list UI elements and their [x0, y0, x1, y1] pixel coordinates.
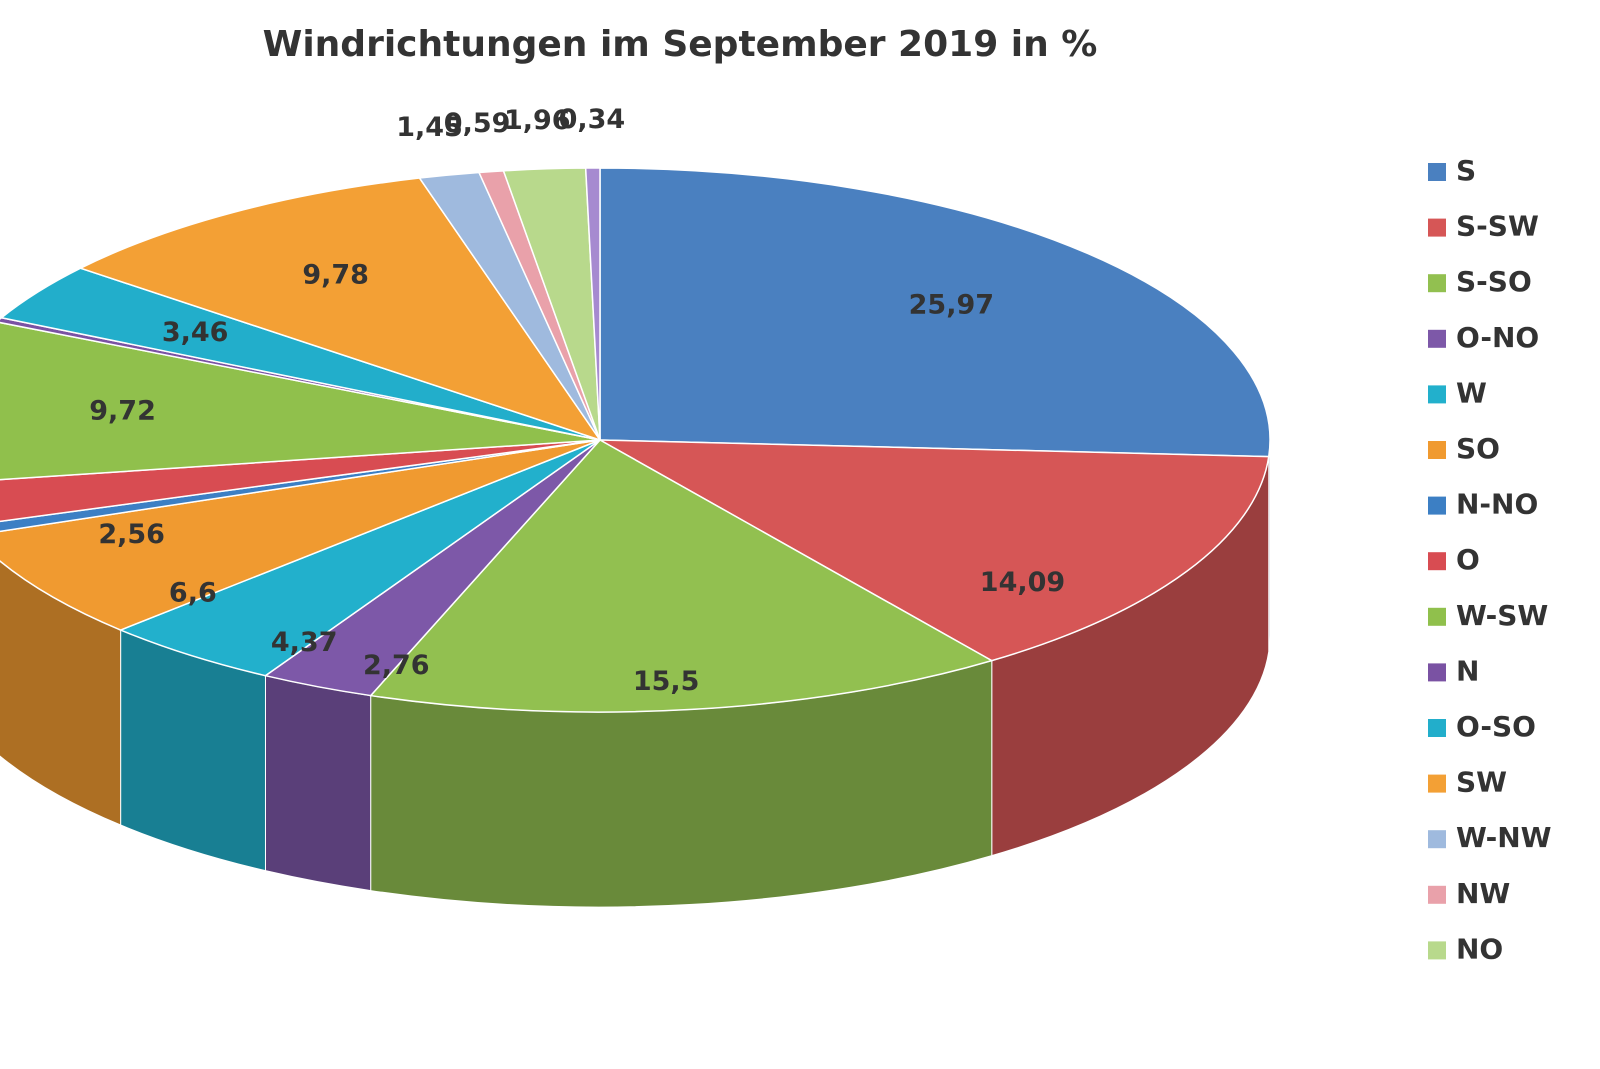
data-label: 1,96	[504, 105, 571, 136]
legend-label: O	[1456, 543, 1480, 576]
legend-swatch	[1428, 274, 1446, 293]
legend-label: W-NW	[1456, 821, 1552, 854]
legend-label: N-NO	[1456, 488, 1538, 521]
slice	[0, 321, 601, 481]
data-label: 25,97	[909, 289, 994, 320]
data-label: 9,78	[302, 260, 369, 291]
slice	[584, 167, 601, 441]
slice	[0, 439, 601, 533]
legend-label: S-SO	[1456, 265, 1532, 298]
data-label: 0,34	[559, 104, 626, 135]
slice	[369, 439, 994, 713]
legend-swatch	[1428, 385, 1446, 404]
legend-label: NO	[1456, 932, 1503, 965]
legend-label: W-SW	[1456, 599, 1548, 632]
legend-swatch	[1428, 830, 1446, 849]
chart-title: Windrichtungen im September 2019 in %	[263, 24, 1098, 65]
data-label: 6,6	[169, 577, 217, 608]
slice	[0, 439, 601, 523]
legend-label: S	[1456, 154, 1476, 187]
legend-label: NW	[1456, 877, 1510, 910]
legend-label: S-SW	[1456, 210, 1539, 243]
data-label: 3,46	[162, 317, 229, 348]
data-label: 4,37	[271, 627, 338, 658]
legend-swatch	[1428, 663, 1446, 682]
legend-label: SO	[1456, 432, 1500, 465]
legend-swatch	[1428, 719, 1446, 737]
legend-label: O-NO	[1456, 321, 1539, 354]
legend-label: SW	[1456, 766, 1507, 799]
data-label: 1,45	[396, 112, 463, 143]
legend-swatch	[1428, 163, 1446, 181]
legend-swatch	[1428, 885, 1446, 904]
legend-swatch	[1428, 774, 1446, 793]
slice	[0, 439, 601, 631]
legend-swatch	[1428, 496, 1446, 515]
data-label: 14,09	[980, 567, 1065, 598]
slice	[599, 439, 1270, 662]
data-label: 15,5	[633, 666, 700, 697]
slice	[118, 439, 601, 677]
legend-swatch	[1428, 441, 1446, 459]
legend-label: W	[1456, 376, 1487, 409]
legend-swatch	[1428, 218, 1446, 237]
slice-side	[264, 675, 372, 892]
legend-swatch	[1428, 607, 1446, 626]
legend-label: N	[1456, 654, 1479, 687]
data-label: 9,72	[89, 395, 156, 426]
legend-label: O-SO	[1456, 710, 1536, 743]
legend-swatch	[1428, 552, 1446, 571]
slice	[78, 177, 602, 442]
data-label: 2,76	[363, 650, 430, 681]
data-label: 2,56	[98, 519, 165, 550]
legend-swatch	[1428, 941, 1446, 960]
legend-swatch	[1428, 329, 1446, 348]
data-label: 0,59	[444, 108, 511, 139]
slice	[599, 167, 1271, 458]
